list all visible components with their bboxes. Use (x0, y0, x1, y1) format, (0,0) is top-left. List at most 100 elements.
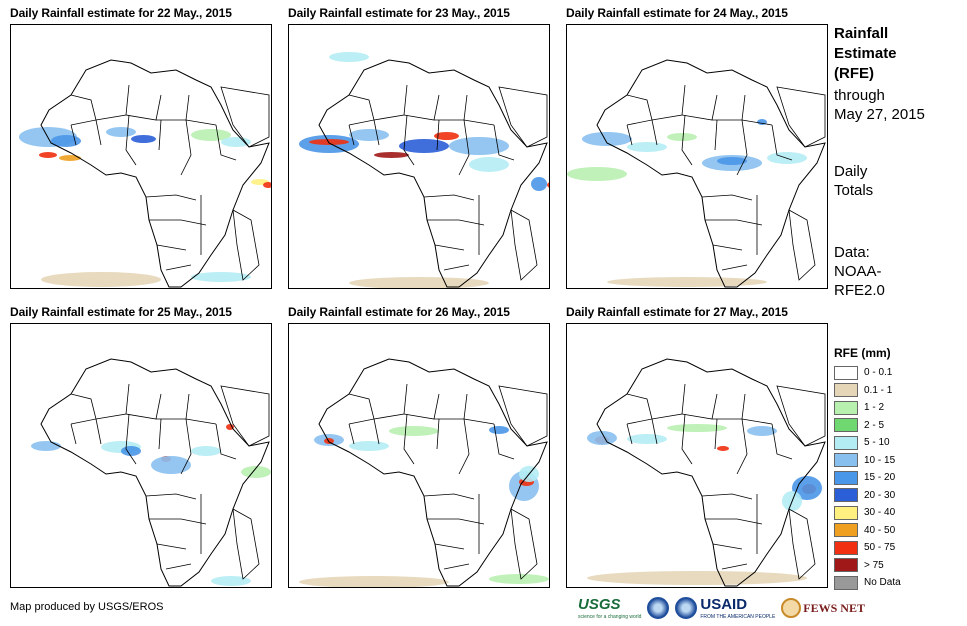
country-border (771, 423, 793, 460)
country-border (771, 124, 793, 161)
country-border (493, 423, 515, 460)
arabian-peninsula-outline (220, 86, 270, 148)
map-canvas (567, 59, 826, 288)
country-border (463, 119, 495, 126)
legend-swatch (834, 575, 858, 590)
country-border (736, 119, 748, 176)
arabian-peninsula-outline (498, 385, 548, 447)
country-border (403, 114, 415, 166)
through-label: through (834, 87, 885, 104)
legend-label: 1 - 2 (864, 402, 885, 413)
country-border (427, 518, 485, 525)
arabian-peninsula-outline (498, 86, 548, 148)
country-border (373, 418, 380, 445)
country-border (701, 194, 753, 201)
country-border (232, 209, 260, 281)
rain-patch (41, 272, 161, 287)
country-border (510, 209, 538, 281)
country-border (125, 413, 137, 465)
rain-patch (567, 167, 627, 181)
country-border (348, 124, 355, 146)
africa-coastline (318, 59, 548, 288)
legend-swatch (834, 488, 858, 502)
legend-swatch (834, 540, 858, 555)
country-border (712, 94, 746, 121)
country-border (712, 543, 743, 550)
legend-label: 30 - 40 (864, 507, 896, 518)
legend-title: RFE (mm) (834, 346, 891, 360)
rain-patch (39, 152, 57, 158)
country-border (626, 94, 653, 126)
credit-text: Map produced by USGS/EROS (10, 601, 164, 613)
rain-patch (449, 137, 509, 155)
country-border (149, 518, 207, 525)
legend-item: No Data (834, 575, 901, 590)
rain-patch (667, 424, 727, 432)
country-border (436, 418, 440, 450)
panel-title: Daily Rainfall estimate for 27 May., 201… (566, 305, 788, 319)
through-value: May 27, 2015 (834, 106, 925, 123)
country-border (185, 418, 217, 425)
rain-patch (51, 135, 81, 147)
arabian-peninsula-outline (776, 86, 826, 148)
rain-patch (31, 441, 61, 451)
rain-patch (587, 571, 807, 585)
country-border (145, 194, 197, 201)
country-border (158, 119, 162, 151)
country-border (165, 264, 192, 271)
rain-patch (399, 139, 449, 153)
usgs-wordmark: USGS (578, 596, 621, 613)
country-border (156, 94, 190, 121)
usgs-logo: USGS science for a changing world (578, 596, 641, 620)
country-border (443, 563, 470, 570)
rain-patch (349, 277, 489, 288)
rain-patch (121, 446, 141, 456)
legend-label: 20 - 30 (864, 489, 896, 501)
legend-item: 50 - 75 (834, 540, 895, 555)
rainfall-map (10, 323, 272, 588)
country-border (741, 119, 773, 126)
legend-swatch (834, 470, 858, 485)
country-border (165, 563, 192, 570)
country-border (95, 418, 102, 445)
country-border (70, 423, 77, 445)
legend-item: 0.1 - 1 (834, 383, 892, 398)
usaid-tagline: FROM THE AMERICAN PEOPLE (700, 614, 776, 620)
rain-patch (547, 182, 549, 188)
map-panel-25-may: Daily Rainfall estimate for 25 May., 201… (10, 305, 272, 588)
country-border (215, 124, 237, 161)
rainfall-map (566, 323, 828, 588)
rain-patch (607, 277, 767, 287)
partner-logos: USGS science for a changing world USAID … (578, 594, 871, 622)
rain-patch (531, 177, 547, 191)
rain-patch (299, 576, 449, 587)
country-border (232, 508, 260, 580)
usgs-tagline: science for a changing world (578, 614, 642, 620)
legend-label: 0 - 0.1 (864, 367, 893, 378)
usaid-logo: USAID FROM THE AMERICAN PEOPLE (675, 596, 775, 620)
rain-patch (389, 426, 439, 436)
panel-title: Daily Rainfall estimate for 23 May., 201… (288, 6, 510, 20)
legend-label: 40 - 50 (864, 524, 896, 536)
arabian-peninsula-outline (220, 385, 270, 447)
country-border (158, 418, 162, 450)
map-panel-24-may: Daily Rainfall estimate for 24 May., 201… (566, 6, 828, 289)
rain-patch (106, 127, 136, 137)
map-canvas (299, 52, 549, 288)
country-border (149, 219, 207, 226)
totals-line: Daily (834, 163, 868, 180)
country-border (493, 124, 515, 161)
country-border (681, 114, 693, 166)
country-border (373, 383, 408, 420)
country-border (403, 413, 415, 465)
country-border (651, 119, 658, 146)
data-source: Data: NOAA- RFE2.0 (834, 243, 885, 300)
legend-item: 5 - 10 (834, 435, 890, 450)
arabian-peninsula-outline (776, 385, 826, 447)
country-border (701, 493, 753, 500)
country-border (348, 393, 375, 425)
country-border (736, 418, 748, 475)
country-border (423, 493, 475, 500)
data-source-line: Data: (834, 244, 870, 261)
country-border (705, 219, 763, 226)
